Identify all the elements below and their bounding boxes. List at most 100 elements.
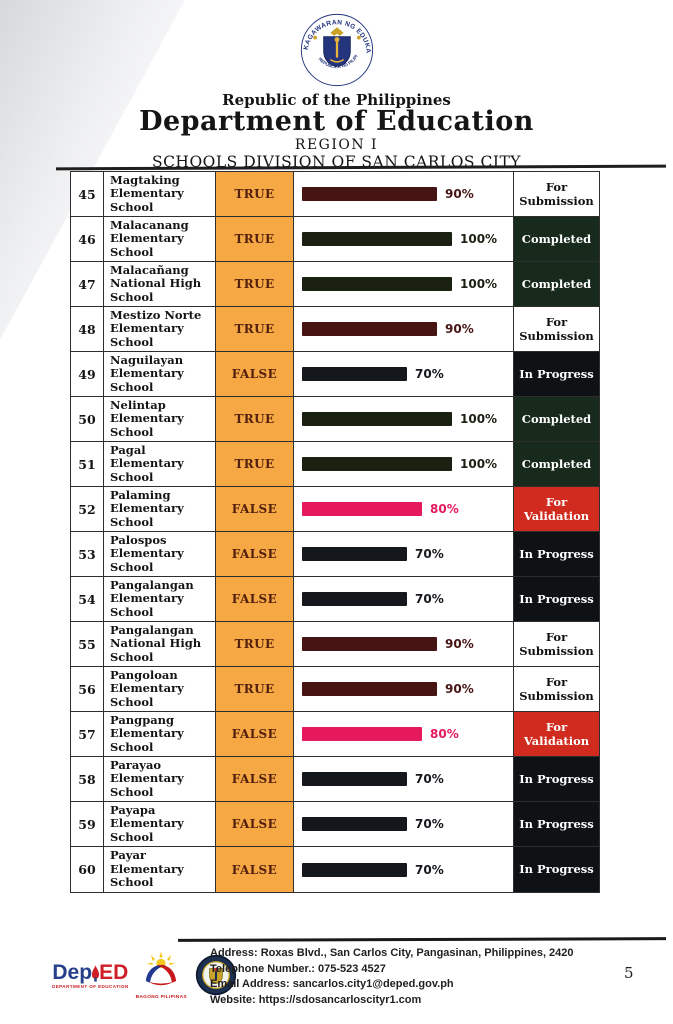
true-false-cell: TRUE bbox=[216, 442, 294, 486]
school-name: Palaming Elementary School bbox=[104, 487, 216, 531]
status-cell: For Submission bbox=[514, 622, 599, 666]
progress-bar bbox=[302, 457, 452, 471]
row-number: 53 bbox=[71, 532, 104, 576]
progress-bar-cell: 70% bbox=[294, 352, 514, 396]
status-cell: For Submission bbox=[514, 307, 599, 351]
progress-bar bbox=[302, 547, 407, 561]
deped-seal-icon: KAGAWARAN NG EDUKASYON REPUBLIKA NG PILI… bbox=[299, 12, 373, 87]
school-name: Mestizo Norte Elementary School bbox=[104, 307, 216, 351]
progress-bar bbox=[302, 187, 437, 201]
progress-percent-label: 70% bbox=[415, 772, 444, 786]
deped-logo-text-red: ED bbox=[99, 960, 129, 984]
true-false-cell: FALSE bbox=[216, 712, 294, 756]
contact-block: Address: Roxas Blvd., San Carlos City, P… bbox=[210, 946, 574, 1008]
status-cell: For Submission bbox=[514, 667, 599, 711]
progress-percent-label: 100% bbox=[460, 412, 498, 426]
school-name: Naguilayan Elementary School bbox=[104, 352, 216, 396]
division-seal-icon bbox=[195, 955, 237, 996]
row-number: 54 bbox=[71, 577, 104, 621]
school-name: Magtaking Elementary School bbox=[104, 172, 216, 216]
deped-logo: Dep ED DEPARTMENT OF EDUCATION bbox=[52, 962, 129, 990]
progress-percent-label: 80% bbox=[430, 502, 459, 516]
status-cell: Completed bbox=[514, 397, 599, 441]
progress-bar-cell: 90% bbox=[294, 307, 514, 351]
school-name: Pangalangan Elementary School bbox=[104, 577, 216, 621]
table-row: 57 Pangpang Elementary School FALSE 80% … bbox=[71, 712, 599, 757]
true-false-cell: TRUE bbox=[216, 262, 294, 306]
status-cell: For Validation bbox=[514, 487, 599, 531]
true-false-cell: FALSE bbox=[216, 532, 294, 576]
table-row: 47 Malacañang National High School TRUE … bbox=[71, 262, 599, 307]
status-cell: For Validation bbox=[514, 712, 599, 756]
progress-bar bbox=[302, 637, 437, 651]
status-cell: In Progress bbox=[514, 577, 599, 621]
true-false-cell: FALSE bbox=[216, 352, 294, 396]
progress-bar bbox=[302, 592, 407, 606]
progress-bar-cell: 100% bbox=[294, 442, 514, 486]
row-number: 55 bbox=[71, 622, 104, 666]
progress-bar bbox=[302, 502, 422, 516]
table-row: 58 Parayao Elementary School FALSE 70% I… bbox=[71, 757, 599, 802]
progress-bar-cell: 70% bbox=[294, 532, 514, 576]
row-number: 51 bbox=[71, 442, 104, 486]
table-row: 54 Pangalangan Elementary School FALSE 7… bbox=[71, 577, 599, 622]
true-false-cell: TRUE bbox=[216, 622, 294, 666]
department-title: Department of Education bbox=[139, 106, 534, 137]
school-name: Payar Elementary School bbox=[104, 847, 216, 892]
progress-bar bbox=[302, 772, 407, 786]
status-cell: In Progress bbox=[514, 352, 599, 396]
school-name: Pangalangan National High School bbox=[104, 622, 216, 666]
table-row: 48 Mestizo Norte Elementary School TRUE … bbox=[71, 307, 599, 352]
progress-percent-label: 70% bbox=[415, 367, 444, 381]
progress-percent-label: 70% bbox=[415, 592, 444, 606]
row-number: 50 bbox=[71, 397, 104, 441]
row-number: 48 bbox=[71, 307, 104, 351]
progress-bar-cell: 100% bbox=[294, 397, 514, 441]
progress-bar-cell: 90% bbox=[294, 622, 514, 666]
progress-percent-label: 70% bbox=[415, 862, 444, 877]
deped-logo-caption: DEPARTMENT OF EDUCATION bbox=[52, 983, 129, 989]
table-row: 45 Magtaking Elementary School TRUE 90% … bbox=[71, 172, 599, 217]
progress-bar bbox=[302, 817, 407, 831]
progress-bar bbox=[302, 682, 437, 696]
row-number: 52 bbox=[71, 487, 104, 531]
region-subtitle: REGION I bbox=[294, 137, 379, 153]
republic-title: Republic of the Philippines bbox=[222, 91, 451, 109]
progress-percent-label: 90% bbox=[445, 322, 474, 336]
true-false-cell: TRUE bbox=[216, 172, 294, 216]
table-row: 46 Malacanang Elementary School TRUE 100… bbox=[71, 217, 599, 262]
status-cell: In Progress bbox=[514, 532, 599, 576]
school-name: Pangoloan Elementary School bbox=[104, 667, 216, 711]
status-cell: In Progress bbox=[514, 802, 599, 846]
table-row: 51 Pagal Elementary School TRUE 100% Com… bbox=[71, 442, 599, 487]
row-number: 56 bbox=[71, 667, 104, 711]
bagong-pilipinas-icon bbox=[146, 951, 177, 986]
table-row: 53 Palospos Elementary School FALSE 70% … bbox=[71, 532, 599, 577]
progress-bar-cell: 70% bbox=[294, 802, 514, 846]
bagong-pilipinas-caption: BAGONG PILIPINAS bbox=[135, 995, 187, 1000]
progress-bar-cell: 100% bbox=[294, 262, 514, 306]
table-row: 50 Nelintap Elementary School TRUE 100% … bbox=[71, 397, 599, 442]
table-row: 59 Payapa Elementary School FALSE 70% In… bbox=[71, 802, 599, 847]
true-false-cell: FALSE bbox=[216, 802, 294, 846]
school-name: Malacanang Elementary School bbox=[104, 217, 216, 261]
progress-percent-label: 80% bbox=[430, 727, 459, 741]
progress-percent-label: 90% bbox=[445, 682, 474, 696]
school-name: Pangpang Elementary School bbox=[104, 712, 216, 756]
progress-bar-cell: 80% bbox=[294, 487, 514, 531]
progress-percent-label: 90% bbox=[445, 637, 474, 651]
progress-percent-label: 100% bbox=[460, 457, 498, 471]
school-table: 45 Magtaking Elementary School TRUE 90% … bbox=[70, 171, 600, 893]
progress-bar bbox=[302, 862, 407, 877]
school-name: Parayao Elementary School bbox=[104, 757, 216, 801]
progress-bar-cell: 100% bbox=[294, 217, 514, 261]
true-false-cell: TRUE bbox=[216, 307, 294, 351]
progress-percent-label: 90% bbox=[445, 187, 474, 201]
contact-address: Address: Roxas Blvd., San Carlos City, P… bbox=[210, 947, 574, 959]
school-name: Nelintap Elementary School bbox=[104, 397, 216, 441]
page-number: 5 bbox=[624, 964, 634, 982]
progress-bar bbox=[302, 412, 452, 426]
progress-bar bbox=[302, 232, 452, 246]
row-number: 57 bbox=[71, 712, 104, 756]
row-number: 45 bbox=[71, 172, 104, 216]
